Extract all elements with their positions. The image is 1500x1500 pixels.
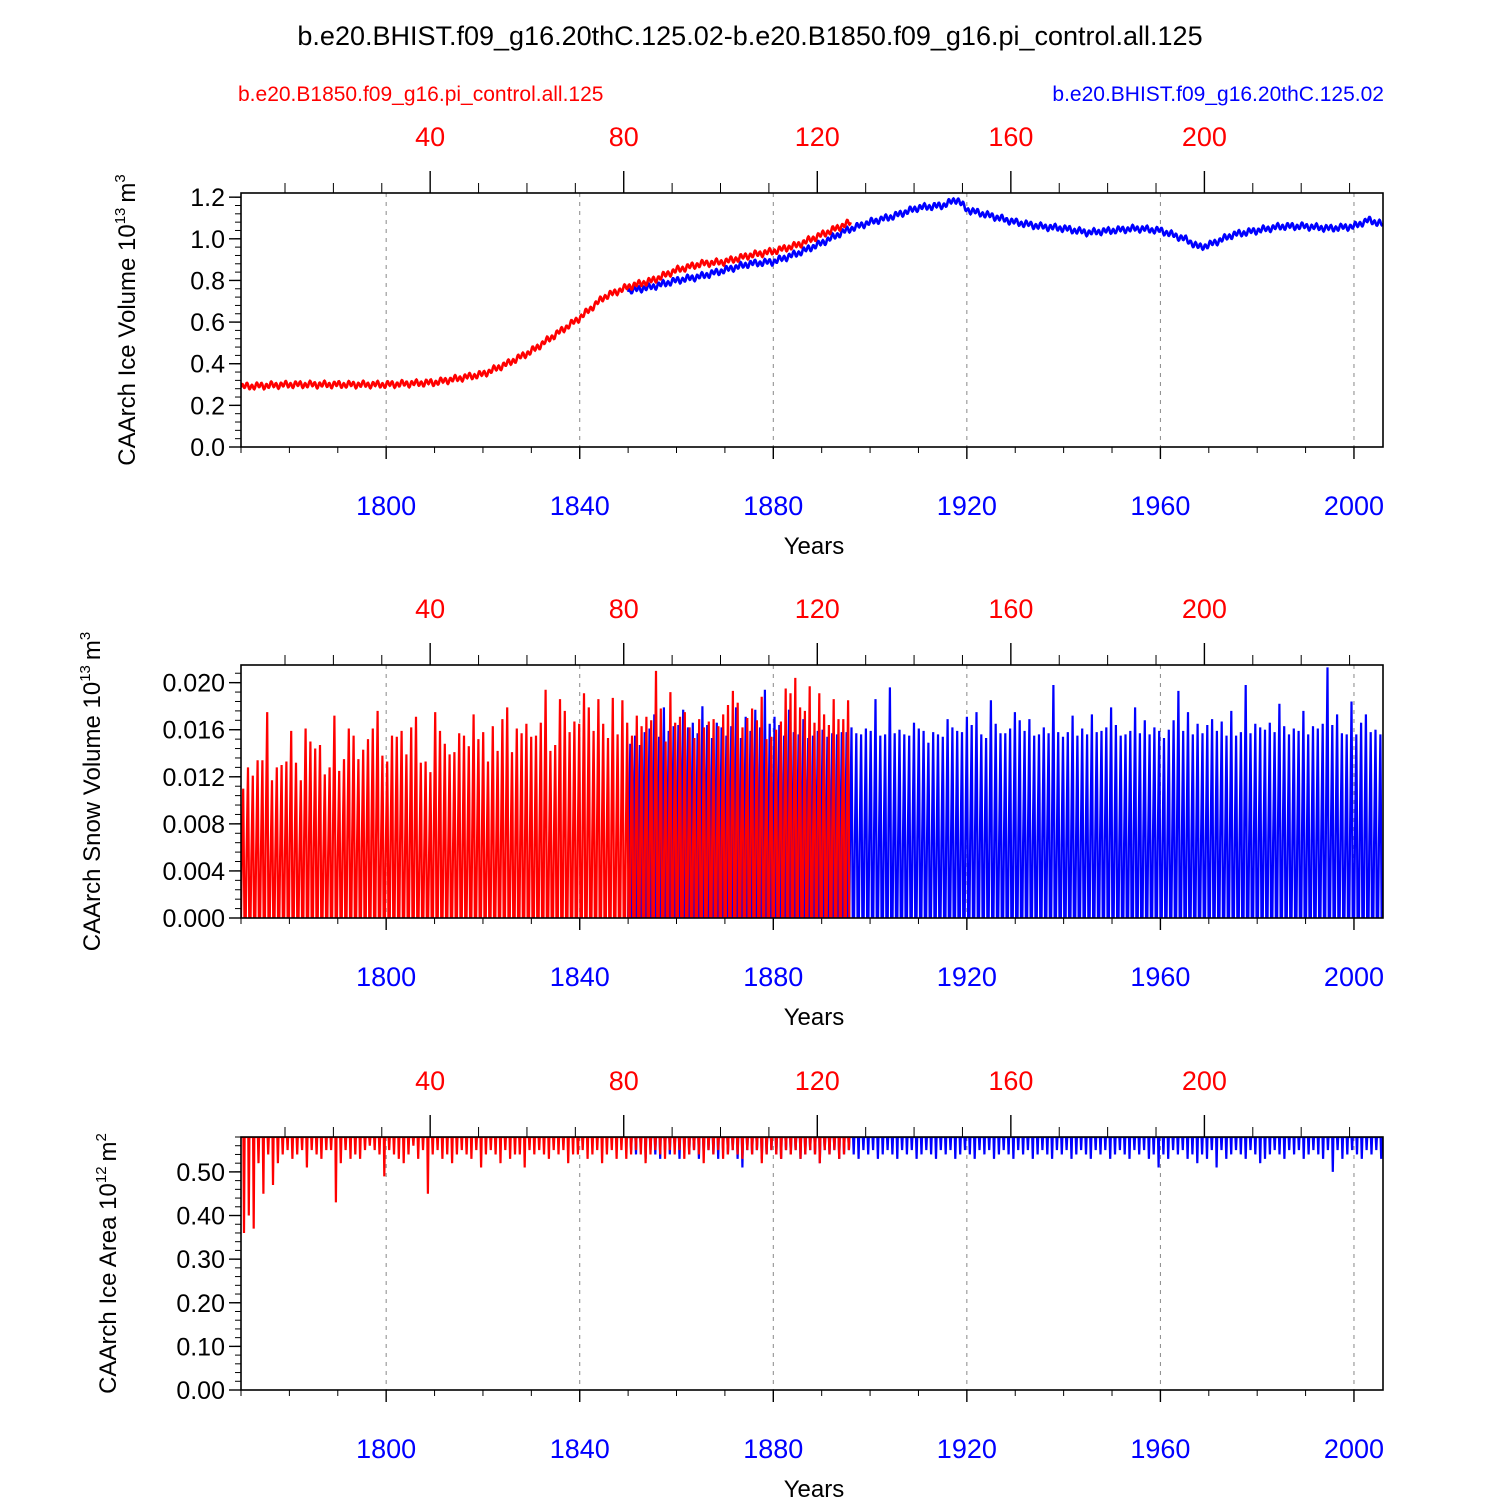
plot-frame [240,1136,1384,1391]
y-tick-label: 0.6 [190,309,225,337]
x-tick-label: 1920 [937,962,997,992]
y-tick-label: 0.2 [190,392,225,420]
series-hist-line [626,196,1383,295]
chart-panel-ice-area: 0.00 0.10 0.20 0.30 0.40 0.50 1800 1840 1880 1920… [93,1066,1384,1500]
plot-frame [240,192,1384,448]
legend-hist-label: b.e20.BHIST.f09_g16.20thC.125.02 [1052,83,1384,106]
x-axis-title: Years [784,1004,845,1031]
x-tick-label: 1840 [550,1434,610,1464]
y-axis-title: CAArch Ice Area 1012 m2 [93,1133,122,1394]
top-tick-label: 200 [1182,594,1227,624]
y-axis-title-main: CAArch Ice Volume 10 [114,224,141,465]
x-tick-label: 1840 [550,962,610,992]
y-tick-label: 0.004 [162,858,225,886]
top-tick-label: 160 [988,122,1033,152]
y-axis-title-unit-exp: 3 [112,174,129,182]
y-axis-title-exp: 12 [93,1166,110,1183]
y-axis-title-unit: m [79,640,106,660]
y-tick-label: 0.000 [162,905,225,933]
y-tick-label: 0.20 [176,1290,225,1318]
y-axis-title-unit-exp: 2 [93,1133,110,1141]
y-tick-label: 1.2 [190,184,225,212]
y-tick-label: 0.10 [176,1333,225,1361]
x-tick-label: 1960 [1130,962,1190,992]
series-control-line [241,218,852,391]
top-tick-label: 120 [795,594,840,624]
series-control-line [241,670,851,918]
y-axis-title-exp: 13 [112,208,129,225]
y-tick-label: 0.50 [176,1159,225,1187]
x-tick-label: 1840 [550,491,610,521]
y-axis-title: CAArch Snow Volume 1013 m3 [77,632,106,952]
y-axis-title-main: CAArch Ice Area 10 [95,1183,122,1394]
top-tick-label: 200 [1182,122,1227,152]
y-axis-title-unit-exp: 3 [77,632,94,640]
chart-panel-snow-volume: 0.000 0.004 0.008 0.012 0.016 0.020 1800 1840 18… [77,594,1384,1031]
x-tick-label: 1880 [743,1434,803,1464]
chart-panel-ice-volume: 0.0 0.2 0.4 0.6 0.8 1.0 1.2 1800 1840 1880 1920 196… [112,122,1384,560]
y-tick-label: 0.40 [176,1203,225,1231]
y-axis-title: CAArch Ice Volume 1013 m3 [112,174,141,465]
top-tick-label: 80 [609,594,639,624]
x-tick-label: 2000 [1324,1434,1384,1464]
plot-area [241,196,1383,391]
x-tick-label: 2000 [1324,962,1384,992]
y-tick-label: 0.30 [176,1246,225,1274]
chart-panels: 0.0 0.2 0.4 0.6 0.8 1.0 1.2 1800 1840 1880 1920 196… [77,122,1384,1500]
x-tick-label: 1960 [1130,1434,1190,1464]
x-tick-label: 1800 [356,491,416,521]
y-axis-title-unit: m [114,183,141,203]
top-tick-label: 200 [1182,1066,1227,1096]
top-tick-label: 160 [988,1066,1033,1096]
y-axis-title-main: CAArch Snow Volume 10 [79,682,106,951]
chart-title: b.e20.BHIST.f09_g16.20thC.125.02-b.e20.B… [297,21,1202,51]
top-tick-label: 80 [609,1066,639,1096]
y-tick-label: 0.020 [162,670,225,698]
top-tick-label: 40 [415,122,445,152]
x-tick-label: 1920 [937,1434,997,1464]
y-tick-label: 1.0 [190,226,225,254]
plot-frame [240,664,1384,919]
x-tick-label: 1920 [937,491,997,521]
plot-area [241,667,1383,918]
y-tick-label: 0.016 [162,717,225,745]
y-tick-label: 0.4 [190,351,225,379]
x-tick-label: 1880 [743,962,803,992]
x-axis-title: Years [784,1476,845,1500]
top-tick-label: 40 [415,1066,445,1096]
x-tick-label: 1800 [356,962,416,992]
top-tick-label: 120 [795,1066,840,1096]
top-tick-label: 40 [415,594,445,624]
y-tick-label: 0.8 [190,267,225,295]
y-tick-label: 0.00 [176,1377,225,1405]
x-tick-label: 2000 [1324,491,1384,521]
x-axis-title: Years [784,533,845,560]
x-tick-label: 1880 [743,491,803,521]
plot-area [241,1137,1383,1234]
x-tick-label: 1960 [1130,491,1190,521]
y-axis-title-exp: 13 [77,665,94,682]
y-tick-label: 0.008 [162,811,225,839]
top-tick-label: 80 [609,122,639,152]
top-tick-label: 120 [795,122,840,152]
top-tick-label: 160 [988,594,1033,624]
y-tick-label: 0.0 [190,434,225,462]
x-tick-label: 1800 [356,1434,416,1464]
y-axis-title-unit: m [95,1141,122,1161]
series-control-line [241,1137,851,1234]
y-tick-label: 0.012 [162,764,225,792]
legend-control-label: b.e20.B1850.f09_g16.pi_control.all.125 [238,83,603,106]
